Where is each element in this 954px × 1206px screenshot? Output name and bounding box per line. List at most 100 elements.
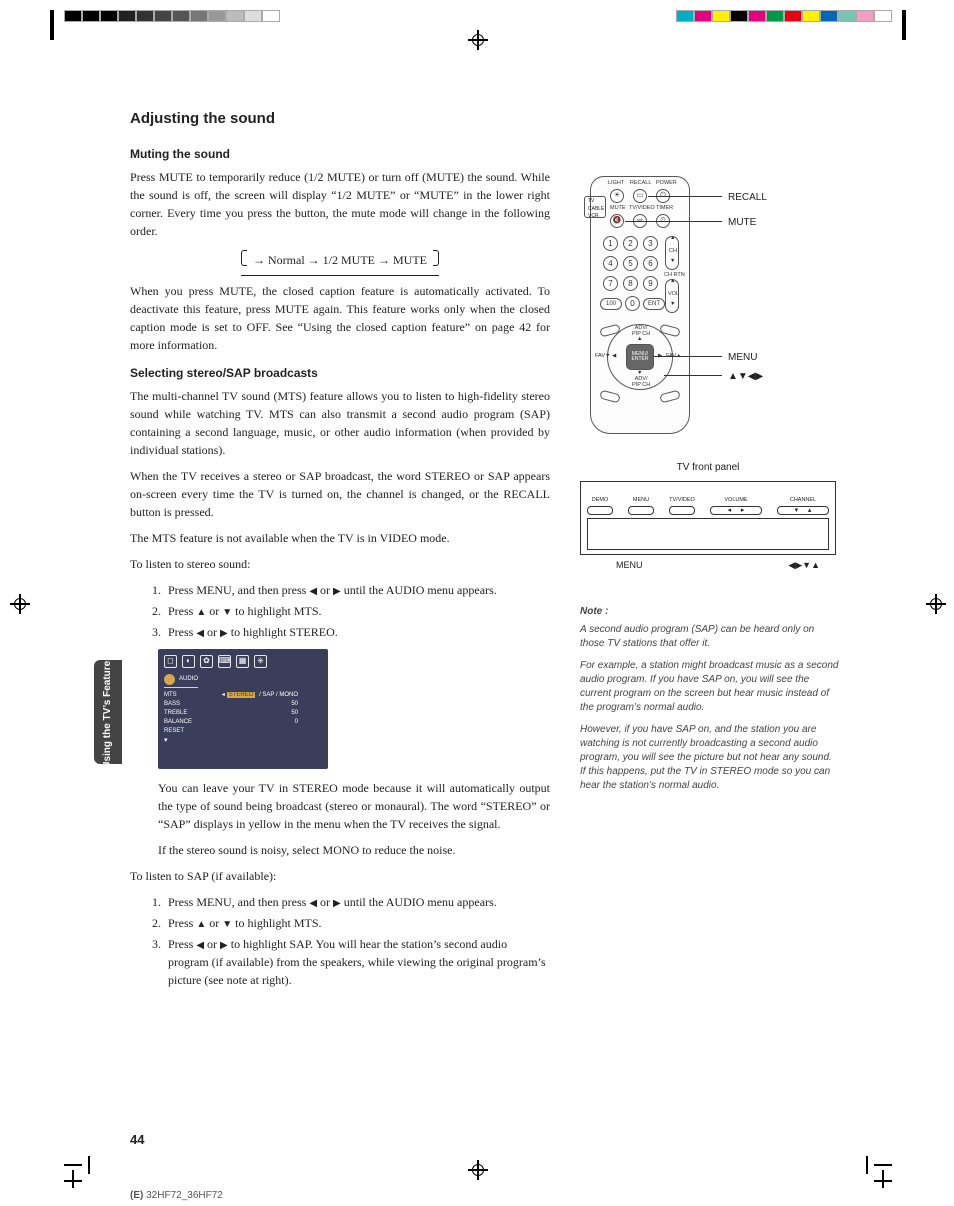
lbl-tvvid: TV/VIDEO [629,206,655,212]
ch-rocker: ▲ CH ▼ [665,236,679,270]
fp-box: DEMO MENU TV/VIDEO VOLUME◂ ▸ CHANNEL▾ ▴ [580,481,836,555]
osd-title: AUDIO [179,675,198,684]
lbl-timer: TIMER [656,206,673,212]
osd-row: BASS50 [164,700,322,709]
note-p3: However, if you have SAP on, and the sta… [580,723,840,793]
lbl-mute: MUTE [610,206,626,212]
osd-icon-5: ▦ [236,655,249,668]
vol-rocker: ▲ VOL ▼ [665,279,679,313]
registration-mark-left [10,594,30,614]
btn-4: 4 [603,256,618,271]
btn-100: 100 [600,298,622,310]
callout-line-recall [648,196,722,197]
lbl-light: LIGHT [608,181,624,187]
osd-icon-3: ✿ [200,655,213,668]
btn-3: 3 [643,236,658,251]
osd-icon-1: ◻ [164,655,177,668]
muting-heading: Muting the sound [130,145,550,163]
btn-8: 8 [623,276,638,291]
sap-step-1: Press MENU, and then press ◀ or ▶ until … [164,893,550,911]
footer-model: 32HF72_36HF72 [146,1190,223,1201]
osd-menu: ◻ ◐ ✿ ⌨ ▦ ⎈ AUDIO MTS◂STEREO / SAP / MON… [158,649,328,769]
osd-row: RESET [164,727,322,736]
btn-ent: ENT [643,298,665,310]
osd-row: BALANCE0 [164,718,322,727]
fp-vol: ◂ ▸ [710,506,762,515]
sap-p3: The MTS feature is not available when th… [130,529,550,547]
note-block: Note : A second audio program (SAP) can … [580,605,840,793]
fp-menu [628,506,654,515]
muting-p1: Press MUTE to temporarily reduce (1/2 MU… [130,168,550,240]
lbl-recall: RECALL [630,181,651,187]
btn-7: 7 [603,276,618,291]
callout-mute: MUTE [728,215,756,230]
sap-step-2: Press ▲ or ▼ to highlight MTS. [164,914,550,932]
dpad-center: MENU/ ENTER [626,344,654,370]
osd-selected: AUDIO [164,674,198,688]
stereo-after2: If the stereo sound is noisy, select MON… [158,841,550,859]
btn-2: 2 [623,236,638,251]
osd-row: TREBLE50 [164,709,322,718]
stereo-lead: To listen to stereo sound: [130,555,550,573]
right-column: TV CABLE VCR LIGHT RECALL POWER ☀ ▭ ⏻ MU… [580,176,840,801]
fp-bottom-menu: MENU [616,559,643,573]
registration-mark-bottom [468,1160,488,1180]
mute-flow: → Normal → 1/2 MUTE → MUTE [130,248,550,272]
left-column: Muting the sound Press MUTE to temporari… [130,145,550,989]
corner-bl [64,1156,90,1182]
stereo-step-2: Press ▲ or ▼ to highlight MTS. [164,602,550,620]
btn-0: 0 [625,296,640,311]
fp-tvvid [669,506,695,515]
lbl-fav-l: FAV▼ [595,354,610,360]
stereo-step-1: Press MENU, and then press ◀ or ▶ until … [164,581,550,599]
fp-title: TV front panel [580,460,836,475]
stereo-steps: Press MENU, and then press ◀ or ▶ until … [164,581,550,641]
color-bar-left [64,10,284,22]
footer-code: (E) 32HF72_36HF72 [130,1188,223,1203]
sap-step-3: Press ◀ or ▶ to highlight SAP. You will … [164,935,550,989]
registration-mark-top [468,30,488,50]
osd-row: MTS◂STEREO / SAP / MONO [164,691,322,700]
sap-p2: When the TV receives a stereo or SAP bro… [130,467,550,521]
osd-icon-row: ◻ ◐ ✿ ⌨ ▦ ⎈ [164,655,322,668]
lbl-power: POWER [656,181,677,187]
callout-line-mute [625,221,722,222]
sap-lead: To listen to SAP (if available): [130,867,550,885]
osd-rows: MTS◂STEREO / SAP / MONOBASS50TREBLE50BAL… [164,691,322,747]
page-title: Adjusting the sound [130,108,830,131]
osd-icon-2: ◐ [182,655,195,668]
remote-diagram: TV CABLE VCR LIGHT RECALL POWER ☀ ▭ ⏻ MU… [590,176,698,436]
sap-heading: Selecting stereo/SAP broadcasts [130,364,550,382]
osd-icon-4: ⌨ [218,655,231,668]
btn-6: 6 [643,256,658,271]
muting-p2: When you press MUTE, the closed caption … [130,282,550,354]
callout-line-arrows [664,375,722,376]
color-bar-right [676,10,896,22]
note-heading: Note : [580,605,840,619]
fp-ch: ▾ ▴ [777,506,829,515]
corner-br [866,1156,892,1182]
fp-bottom-arrows: ◀▶▼▲ [788,559,820,573]
registration-mark-right [926,594,946,614]
btn-1: 1 [603,236,618,251]
stereo-step-3: Press ◀ or ▶ to highlight STEREO. [164,623,550,641]
mode-switch: TV CABLE VCR [584,196,606,218]
chapter-tab: Using the TV’s Features [94,660,122,764]
tv-front-panel: TV front panel DEMO MENU TV/VIDEO VOLUME… [580,460,836,573]
callout-menu: MENU [728,350,757,365]
note-p2: For example, a station might broadcast m… [580,659,840,715]
btn-9: 9 [643,276,658,291]
fp-screen [587,518,829,550]
sap-p1: The multi-channel TV sound (MTS) feature… [130,387,550,459]
speaker-icon [164,674,175,685]
btn-5: 5 [623,256,638,271]
stereo-after1: You can leave your TV in STEREO mode bec… [158,779,550,833]
note-p1: A second audio program (SAP) can be hear… [580,623,840,651]
callout-arrows: ▲▼◀▶ [728,369,763,384]
callout-line-menu [654,356,722,357]
lbl-adv-bot: ADV/ PIP CH [632,377,650,388]
btn-mute: 🔇 [610,214,624,228]
trim-bar-tl [50,10,54,40]
fp-demo [587,506,613,515]
callout-recall: RECALL [728,190,767,205]
